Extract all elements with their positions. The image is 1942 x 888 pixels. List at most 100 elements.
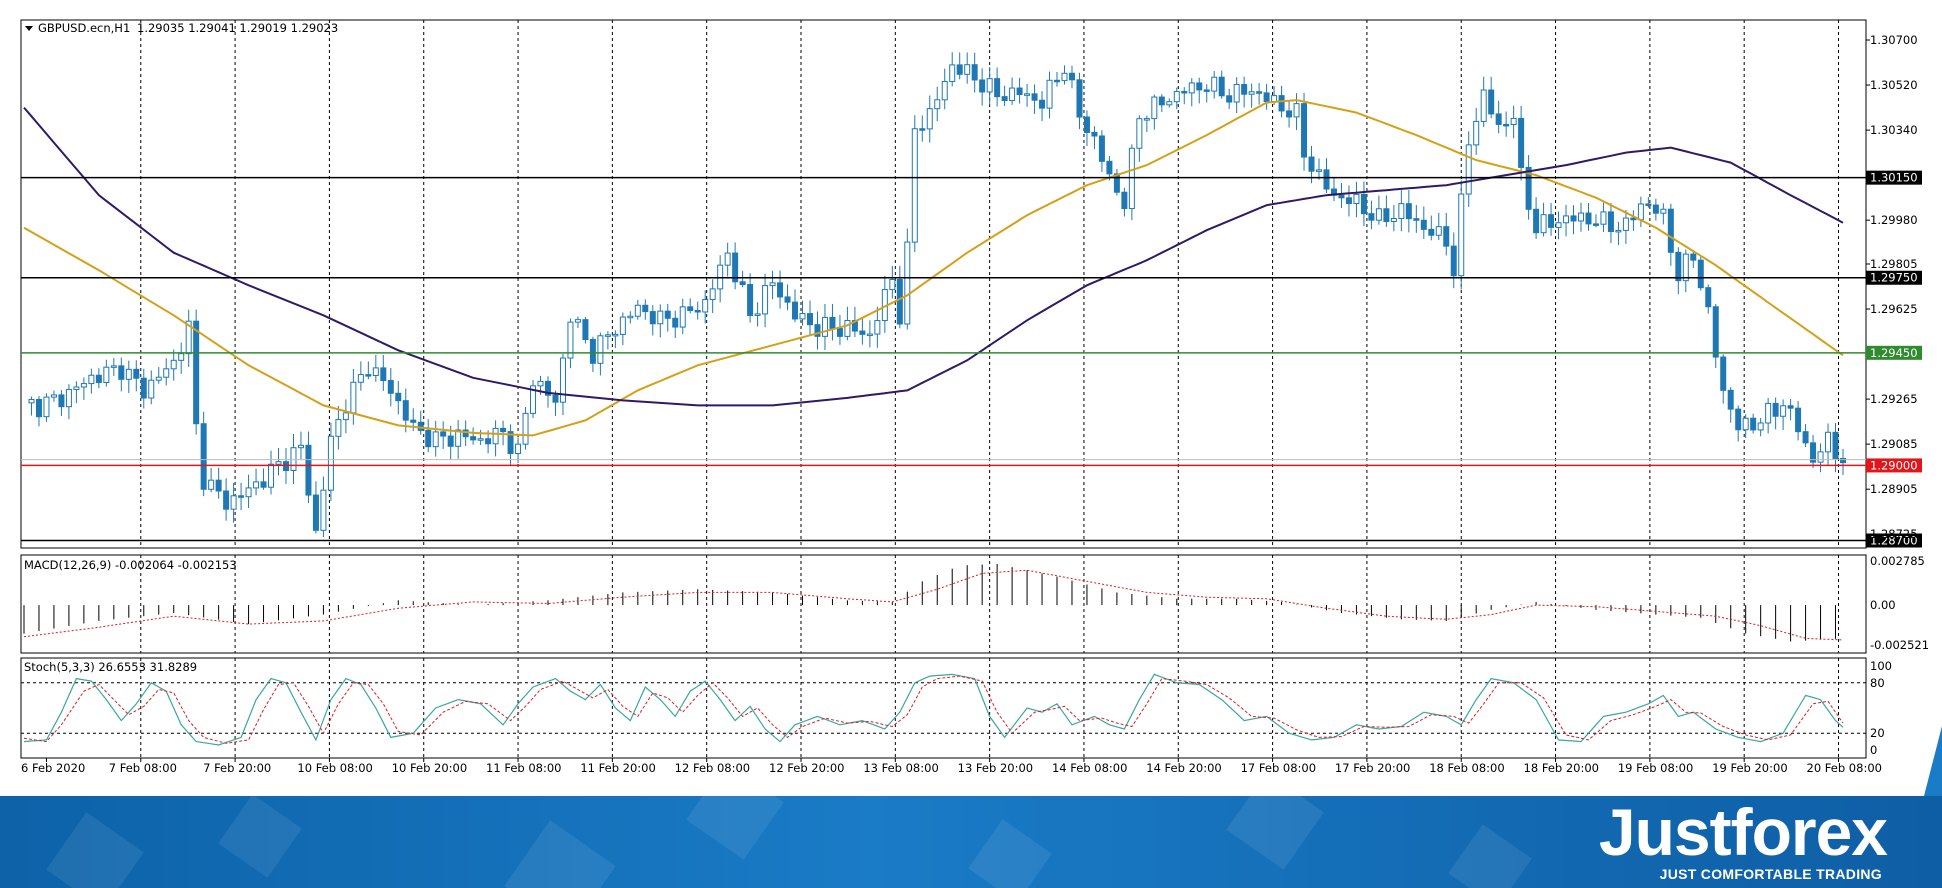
ma-fast-line: [23, 99, 1844, 437]
price-tick-label: 1.29805: [1870, 257, 1918, 271]
dropdown-triangle-icon[interactable]: [25, 26, 33, 31]
bear-candle: [1795, 407, 1802, 433]
bear-candle: [1196, 82, 1203, 91]
bear-candle: [1772, 402, 1779, 417]
time-label: 18 Feb 20:00: [1524, 761, 1599, 775]
bull-candle: [335, 419, 342, 437]
bull-candle: [268, 463, 275, 488]
bull-candle: [1271, 95, 1278, 103]
bull-candle: [432, 431, 439, 448]
bull-candle: [1825, 431, 1832, 453]
bear-candle: [1690, 253, 1697, 261]
bear-candle: [1548, 214, 1555, 228]
bear-candle: [238, 495, 245, 498]
bull-candle: [103, 366, 110, 384]
bull-candle: [574, 319, 581, 323]
bear-candle: [35, 398, 42, 418]
bear-candle: [447, 435, 454, 447]
bear-candle: [1750, 417, 1757, 431]
time-axis: 6 Feb 2020 7 Feb 08:00 7 Feb 20:00 10 Feb 0…: [21, 758, 1882, 775]
bear-candle: [919, 128, 926, 131]
bear-candle: [1068, 72, 1075, 81]
bear-candle: [1585, 212, 1592, 225]
bull-candle: [1622, 217, 1629, 231]
bear-candle: [747, 284, 754, 316]
stoch-tick-label: 100: [1870, 659, 1892, 673]
bear-candle: [544, 380, 551, 396]
price-tick-label: 1.30520: [1870, 78, 1918, 92]
bear-candle: [1450, 245, 1457, 277]
bull-candle: [537, 380, 544, 387]
bull-candle: [65, 388, 72, 408]
bear-candle: [896, 278, 903, 325]
bear-candle: [739, 281, 746, 286]
price-tick-label: 1.29980: [1870, 213, 1918, 227]
level-label: 1.28700: [1870, 533, 1918, 547]
bear-candle: [1083, 116, 1090, 133]
bull-candle: [904, 241, 911, 325]
bull-candle: [1353, 193, 1360, 204]
price-tick-label: 1.28905: [1870, 482, 1918, 496]
stoch-tick-label: 20: [1870, 726, 1885, 740]
time-label: 7 Feb 08:00: [109, 761, 177, 775]
bear-candle: [1697, 259, 1704, 289]
bear-candle: [1031, 93, 1038, 101]
bear-candle: [1503, 123, 1510, 127]
time-label: 17 Feb 20:00: [1335, 761, 1410, 775]
bear-candle: [1098, 135, 1105, 162]
bull-candle: [1136, 118, 1143, 149]
bear-candle: [1091, 131, 1098, 137]
bear-candle: [440, 431, 447, 437]
stoch-header: Stoch(5,3,3) 26.6553 31.8289: [24, 660, 197, 674]
bear-candle: [1226, 95, 1233, 103]
bear-candle: [589, 338, 596, 364]
bull-candle: [1046, 79, 1053, 109]
macd-panel[interactable]: [20, 554, 1867, 654]
bear-candle: [1428, 228, 1435, 236]
bull-candle: [530, 385, 537, 414]
bear-candle: [1241, 84, 1248, 95]
stoch-tick-label: 80: [1870, 676, 1885, 690]
bear-candle: [1323, 169, 1330, 190]
bear-candle: [1121, 191, 1128, 210]
bull-candle: [170, 359, 177, 370]
stoch-tick-label: 0: [1870, 743, 1877, 757]
stoch-series: 100 80 20 0: [21, 659, 1892, 757]
bear-candle: [814, 324, 821, 337]
time-label: 14 Feb 08:00: [1052, 761, 1127, 775]
bull-candle: [80, 383, 87, 388]
bear-candle: [305, 444, 312, 496]
bear-candle: [140, 377, 147, 399]
bull-candle: [941, 80, 948, 101]
bull-candle: [1024, 93, 1031, 96]
bear-candle: [784, 296, 791, 303]
bull-candle: [1555, 222, 1562, 228]
bear-candle: [1368, 213, 1375, 221]
bull-candle: [1660, 208, 1667, 214]
bull-candle: [911, 128, 918, 243]
bull-candle: [522, 412, 529, 445]
bull-candle: [1765, 402, 1772, 424]
bear-candle: [687, 306, 694, 312]
bear-candle: [1533, 208, 1540, 234]
bull-candle: [1375, 208, 1382, 221]
bull-candle: [1615, 229, 1622, 233]
bear-candle: [1443, 226, 1450, 247]
bull-candle: [597, 335, 604, 364]
bear-candle: [1203, 89, 1210, 92]
bull-candle: [163, 368, 170, 378]
level-tag: [1866, 270, 1922, 285]
bear-candle: [694, 310, 701, 313]
bear-candle: [95, 374, 102, 384]
bull-candle: [1188, 82, 1195, 94]
level-label: 1.29750: [1870, 271, 1918, 285]
bull-candle: [1780, 405, 1787, 417]
bear-candle: [58, 394, 65, 408]
macd-tick-label: -0.002521: [1870, 638, 1929, 652]
bear-candle: [1218, 76, 1225, 97]
bear-candle: [1405, 203, 1412, 220]
bear-candle: [1278, 95, 1285, 112]
bull-candle: [125, 368, 132, 380]
bull-candle: [702, 299, 709, 313]
stoch-panel[interactable]: [20, 657, 1867, 759]
